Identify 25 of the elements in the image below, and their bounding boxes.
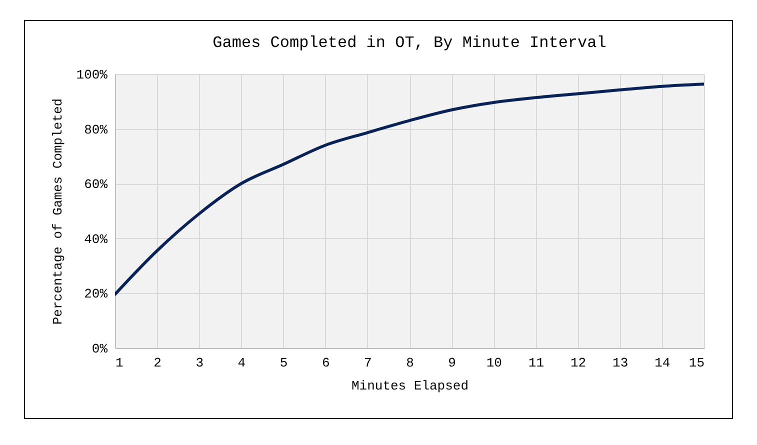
y-tick-label: 80% (84, 122, 108, 138)
x-tick-label: 5 (280, 356, 288, 370)
chart-title: Games Completed in OT, By Minute Interval (212, 34, 606, 52)
x-tick-label: 6 (322, 356, 330, 370)
x-axis-title: Minutes Elapsed (351, 378, 469, 394)
x-tick-label: 3 (196, 356, 204, 370)
y-axis-title: Percentage of Games Completed (50, 98, 66, 325)
x-tick-label: 15 (688, 356, 704, 370)
line-series (115, 82, 704, 296)
x-tick-label: 1 (116, 356, 124, 370)
x-tick-label: 9 (448, 356, 456, 370)
x-tick-label: 13 (612, 356, 628, 370)
y-tick-label: 20% (84, 286, 108, 302)
y-tick-label: 100% (76, 68, 108, 82)
x-tick-label: 12 (570, 356, 586, 370)
x-tick-label: 8 (406, 356, 414, 370)
x-tick-label: 10 (486, 356, 502, 370)
x-tick-label: 14 (654, 356, 670, 370)
x-tick-label: 4 (238, 356, 246, 370)
x-tick-label: 2 (154, 356, 162, 370)
x-tick-label: 7 (364, 356, 372, 370)
y-tick-label: 0% (92, 342, 108, 356)
y-tick-label: 60% (84, 177, 108, 192)
x-tick-label: 11 (528, 356, 544, 370)
y-tick-label: 40% (84, 232, 108, 247)
